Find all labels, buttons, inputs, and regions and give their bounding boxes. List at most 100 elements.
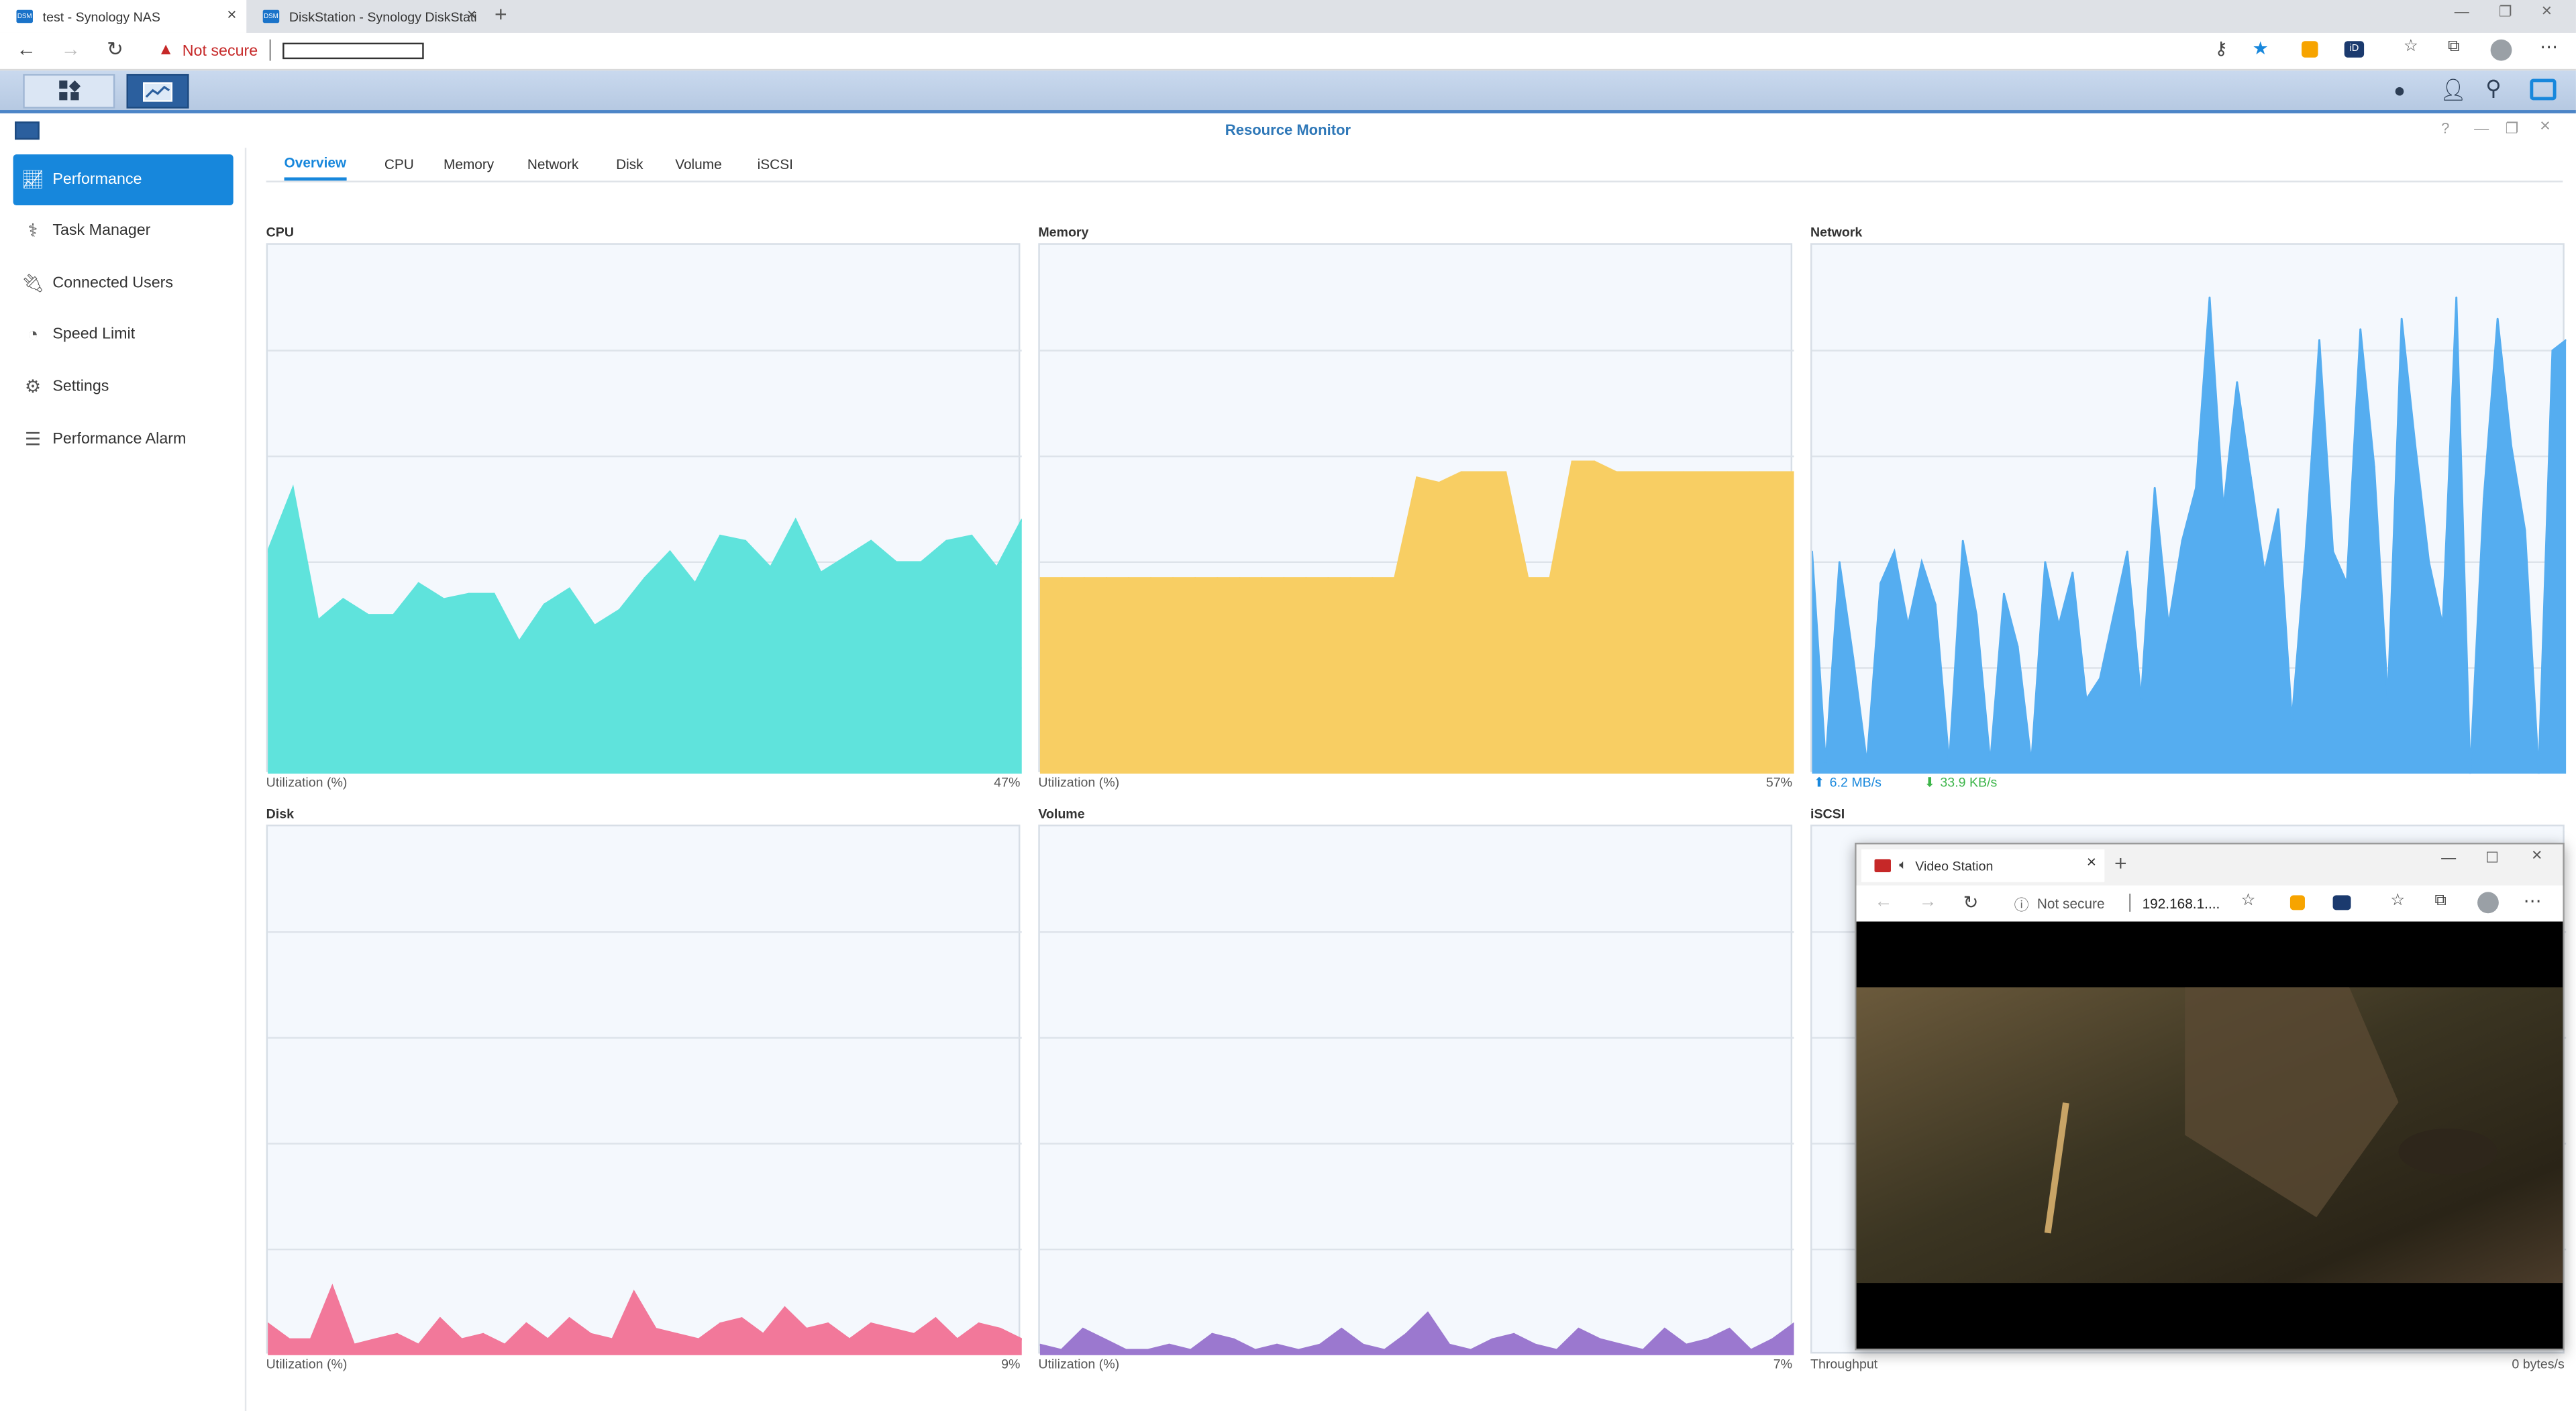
memory-chart[interactable] [1038, 243, 1794, 774]
volume-footer-value: 7% [1773, 1357, 1793, 1372]
star-icon[interactable]: ★ [2252, 39, 2269, 60]
favorites-icon[interactable]: ☆ [2403, 38, 2418, 56]
maximize-icon[interactable]: ☐ [2485, 849, 2500, 866]
volume-chart[interactable] [1038, 825, 1794, 1355]
close-tab-icon[interactable]: × [2086, 854, 2097, 873]
data-point [995, 566, 998, 569]
close-tab-icon[interactable]: × [466, 6, 477, 25]
minimize-icon[interactable]: — [2441, 849, 2457, 866]
close-window-icon[interactable]: × [2541, 1, 2553, 21]
memory-panel-title: Memory [1038, 225, 1089, 240]
network-footer: ⬆ 6.2 MB/s ⬇ 33.9 KB/s [1814, 776, 1997, 790]
forward-icon[interactable]: → [1918, 892, 1937, 912]
help-icon[interactable]: ? [2441, 119, 2450, 137]
notification-icon[interactable]: ● [2393, 79, 2406, 102]
maximize-window-icon[interactable]: ❐ [2505, 119, 2519, 137]
favorites-icon[interactable]: ☆ [2390, 892, 2406, 910]
sidebar-item-speed-limit[interactable]: ◔ Speed Limit [13, 309, 234, 360]
data-point [1194, 577, 1196, 580]
not-secure-label[interactable]: Not secure [2037, 895, 2105, 912]
sidebar-item-settings[interactable]: ⚙︎ Settings [13, 362, 234, 413]
more-icon[interactable]: ⋯ [2523, 892, 2542, 912]
search-icon[interactable]: ⚲ [2485, 75, 2502, 101]
reload-icon[interactable]: ↻ [1963, 893, 1979, 914]
data-point [342, 598, 344, 600]
data-point [417, 582, 420, 584]
data-point [1824, 762, 1827, 764]
id-extension-icon[interactable] [2332, 895, 2351, 910]
gear-icon: ⚙︎ [24, 378, 42, 398]
tab-divider [266, 180, 2563, 182]
id-extension-icon[interactable]: iD [2344, 41, 2365, 58]
sidebar-item-task-manager[interactable]: ⚕︎ Task Manager [13, 205, 234, 256]
sidebar-item-connected-users[interactable]: 🔌︎ Connected Users [13, 258, 234, 309]
data-point [1637, 471, 1640, 474]
data-point [309, 1338, 312, 1341]
data-point [1327, 577, 1329, 580]
data-point [2428, 561, 2430, 564]
back-icon[interactable]: ← [16, 38, 36, 61]
collections-icon[interactable]: ⧉ [2434, 892, 2446, 910]
data-point [1340, 1327, 1343, 1330]
browser-tab-diskstation[interactable]: DSM DiskStation - Synology DiskStati × [246, 0, 486, 33]
tab-volume[interactable]: Volume [675, 148, 721, 180]
resource-monitor-taskbar-button[interactable] [126, 74, 189, 109]
close-tab-icon[interactable]: × [227, 6, 237, 25]
back-icon[interactable]: ← [1874, 892, 1893, 912]
profile-avatar[interactable] [2490, 39, 2512, 61]
sidebar-item-performance-alarm[interactable]: ☰ Performance Alarm [13, 414, 234, 465]
video-station-window[interactable]: 🔈︎ Video Station × + — ☐ × ← → ↻ ⓘ Not s… [1855, 842, 2565, 1351]
user-icon[interactable]: 👤︎ [2439, 77, 2467, 102]
close-app-icon[interactable]: × [2540, 116, 2551, 137]
close-window-icon[interactable]: × [2531, 845, 2542, 866]
data-point [1172, 577, 1174, 580]
data-point [2126, 550, 2128, 553]
url-input[interactable] [282, 42, 424, 60]
data-point [611, 1338, 614, 1341]
profile-avatar[interactable] [2477, 892, 2499, 914]
not-secure-label[interactable]: Not secure [182, 42, 258, 61]
extension-icon[interactable] [2302, 41, 2318, 58]
main-menu-button[interactable] [23, 74, 115, 109]
data-point [1405, 1332, 1407, 1335]
data-point [2496, 317, 2499, 320]
browser-tab-test[interactable]: DSM test - Synology NAS × [0, 0, 247, 33]
tab-cpu[interactable]: CPU [384, 148, 414, 180]
data-point [2044, 561, 2047, 564]
tab-network[interactable]: Network [527, 148, 578, 180]
data-point [1448, 1343, 1451, 1346]
reload-icon[interactable]: ↻ [107, 38, 123, 61]
speaker-icon[interactable]: 🔈︎ [1899, 857, 1908, 873]
minimize-icon[interactable]: — [2454, 3, 2469, 20]
key-icon[interactable]: ⚷ [2214, 39, 2228, 60]
data-point [1920, 561, 1923, 564]
video-player[interactable] [1856, 921, 2563, 1349]
video-url-input[interactable]: 192.168.1.... [2142, 895, 2220, 912]
disk-footer-label: Utilization (%) [266, 1357, 348, 1372]
tab-disk[interactable]: Disk [616, 148, 643, 180]
data-point [353, 1343, 356, 1346]
data-point [2016, 645, 2019, 648]
collections-icon[interactable]: ⧉ [2447, 38, 2460, 56]
extension-icon[interactable] [2289, 895, 2305, 910]
forward-icon[interactable]: → [60, 38, 81, 61]
series-line [1039, 1311, 1794, 1351]
data-point [1254, 1349, 1257, 1351]
more-icon[interactable]: ⋯ [2540, 38, 2559, 58]
new-tab-icon[interactable]: + [2114, 851, 2127, 876]
video-tab[interactable]: 🔈︎ Video Station × [1861, 849, 2105, 882]
disk-chart[interactable] [266, 825, 1022, 1355]
tab-memory[interactable]: Memory [444, 148, 494, 180]
minimize-window-icon[interactable]: — [2474, 119, 2489, 137]
star-icon[interactable]: ☆ [2240, 892, 2256, 910]
tab-overview[interactable]: Overview [284, 148, 347, 181]
widgets-icon[interactable] [2530, 79, 2557, 101]
info-icon[interactable]: ⓘ [2014, 896, 2029, 914]
new-tab-icon[interactable]: + [494, 1, 507, 27]
cpu-chart[interactable] [266, 243, 1022, 774]
sidebar-item-performance[interactable]: 📈︎ Performance [13, 154, 234, 206]
data-point [2112, 614, 2115, 617]
tab-iscsi[interactable]: iSCSI [758, 148, 793, 180]
restore-icon[interactable]: ❐ [2498, 3, 2512, 20]
network-chart[interactable] [1810, 243, 2567, 774]
